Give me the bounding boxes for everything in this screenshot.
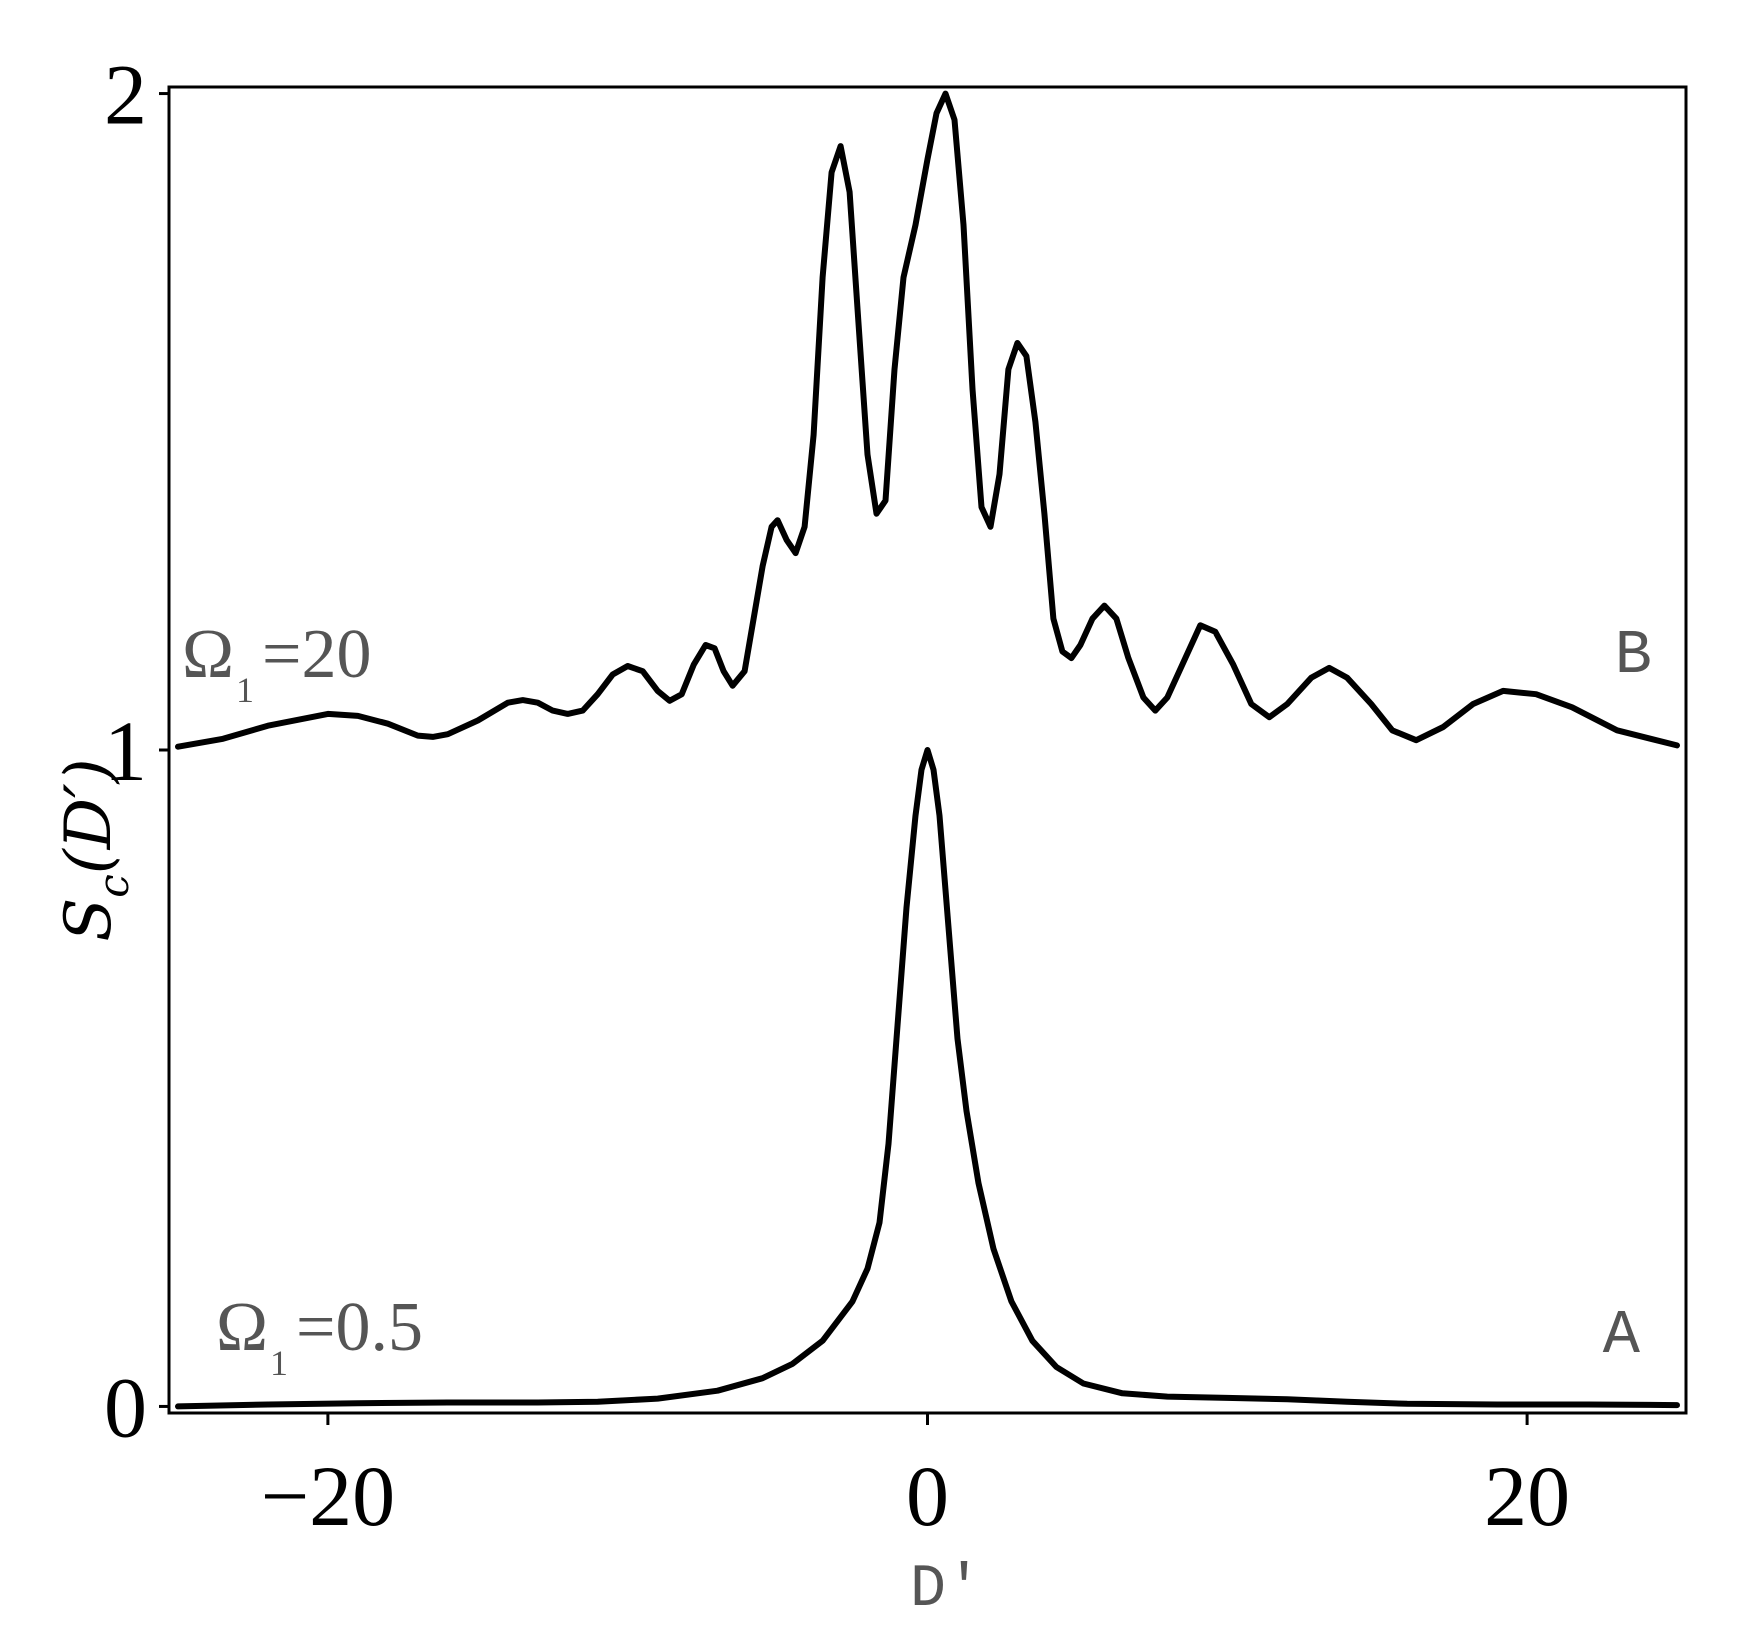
series-line-b bbox=[175, 90, 1680, 750]
x-tick-label: −20 bbox=[261, 1448, 396, 1544]
x-axis-title: D′ bbox=[910, 1556, 982, 1624]
y-axis-title-arg: (D′) bbox=[52, 758, 126, 874]
annotation-omega-b-value: =20 bbox=[262, 616, 371, 693]
y-tick-label: 0 bbox=[104, 1359, 147, 1455]
annotation-omega-a-sub: 1 bbox=[270, 1343, 288, 1383]
annotation-omega-a: Ω 1 =0.5 bbox=[216, 1289, 423, 1383]
y-axis-title-base: S bbox=[52, 898, 126, 942]
annotation-omega-b-sub: 1 bbox=[236, 670, 254, 710]
x-tick-label: 0 bbox=[906, 1448, 949, 1544]
y-axis-title: Sc(D′) bbox=[52, 758, 138, 941]
plot-lines bbox=[175, 90, 1680, 1410]
annotation-omega-a-value: =0.5 bbox=[296, 1289, 423, 1366]
annotation-omega-b-symbol: Ω bbox=[182, 616, 234, 693]
annotation-omega-b: Ω 1 =20 bbox=[182, 616, 371, 710]
y-tick-label: 2 bbox=[104, 47, 147, 143]
x-axis: −20 0 20 bbox=[261, 1413, 1570, 1544]
curve-label-a: A bbox=[1603, 1300, 1641, 1371]
svg-text:Sc(D′): Sc(D′) bbox=[52, 758, 138, 941]
series-line-a bbox=[175, 747, 1680, 1410]
annotation-omega-a-symbol: Ω bbox=[216, 1289, 268, 1366]
y-axis: 0 1 2 bbox=[104, 47, 169, 1455]
curve-label-b: B bbox=[1615, 620, 1652, 691]
x-tick-label: 20 bbox=[1484, 1448, 1570, 1544]
y-axis-title-sub: c bbox=[89, 874, 138, 898]
y-tick-label: 1 bbox=[104, 703, 147, 799]
